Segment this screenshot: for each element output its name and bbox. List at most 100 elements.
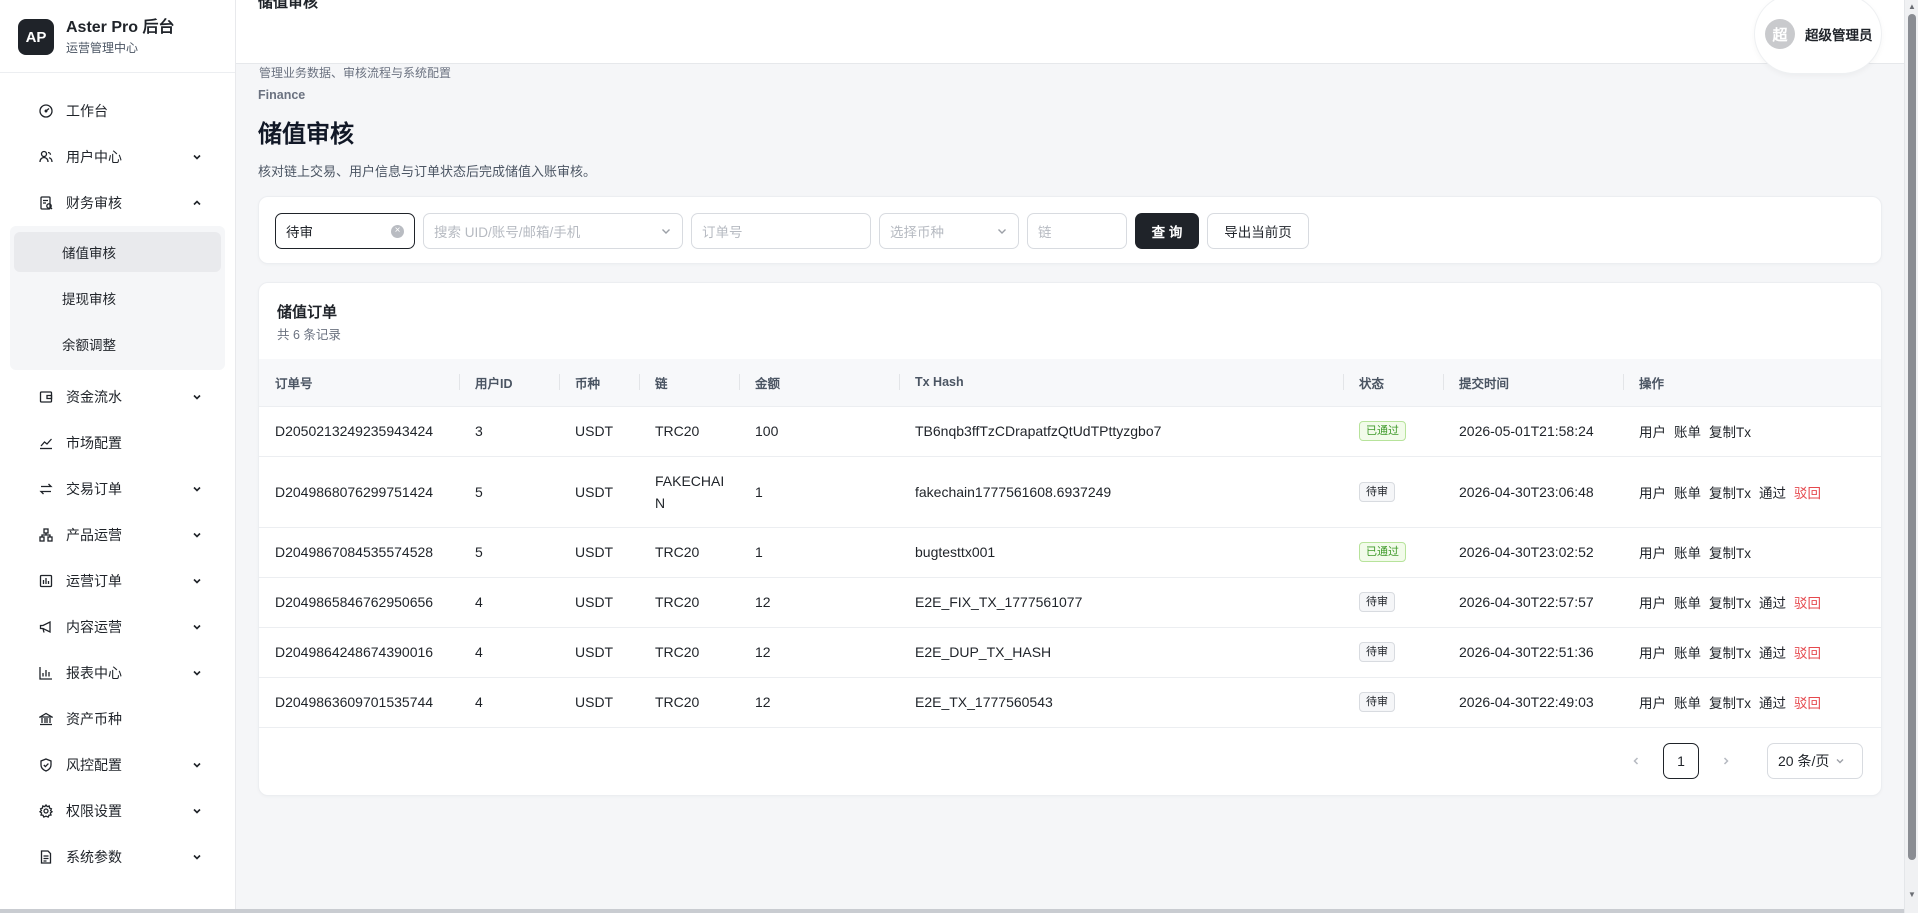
- scroll-up-icon[interactable]: ▲: [1908, 2, 1916, 11]
- action-copy-tx-link[interactable]: 复制Tx: [1709, 425, 1751, 440]
- action-copy-tx-link[interactable]: 复制Tx: [1709, 596, 1751, 611]
- brand[interactable]: AP Aster Pro 后台 运营管理中心: [18, 18, 174, 56]
- action-bill-link[interactable]: 账单: [1674, 546, 1701, 561]
- cell-chain: TRC20: [639, 406, 739, 457]
- cell-amount: 12: [739, 677, 899, 728]
- status-badge: 已通过: [1359, 542, 1406, 562]
- prev-page-icon[interactable]: [1623, 748, 1649, 774]
- sidebar-item-dashboard[interactable]: 工作台: [10, 88, 225, 134]
- action-user-link[interactable]: 用户: [1639, 425, 1666, 440]
- coin-select[interactable]: 选择币种: [879, 213, 1019, 249]
- order-icon: [38, 573, 54, 589]
- action-user-link[interactable]: 用户: [1639, 485, 1666, 501]
- cell-status: 已通过: [1343, 406, 1443, 457]
- action-approve-link[interactable]: 通过: [1759, 696, 1786, 711]
- order-no-placeholder: 订单号: [702, 225, 743, 240]
- sidebar-item-ops-orders[interactable]: 运营订单: [10, 558, 225, 604]
- cell-actions: 用户 账单 复制Tx 通过 驳回: [1623, 577, 1881, 628]
- sidebar-item-label: 财务审核: [66, 195, 122, 211]
- sidebar-item-risk-config[interactable]: 风控配置: [10, 742, 225, 788]
- deposit-table-card: 储值订单 共 6 条记录 订单号 用户ID 币种 链 金额 Tx Hash 状态…: [258, 282, 1882, 796]
- order-no-input[interactable]: 订单号: [691, 213, 871, 249]
- action-reject-link[interactable]: 驳回: [1794, 646, 1821, 661]
- action-approve-link[interactable]: 通过: [1759, 485, 1786, 501]
- sidebar-item-asset-currency[interactable]: 资产币种: [10, 696, 225, 742]
- page-size-select[interactable]: 20 条/页: [1767, 743, 1863, 779]
- action-user-link[interactable]: 用户: [1639, 646, 1666, 661]
- horizontal-scrollbar[interactable]: [0, 909, 1904, 913]
- action-copy-tx-link[interactable]: 复制Tx: [1709, 546, 1751, 561]
- page-number-button[interactable]: 1: [1663, 743, 1699, 779]
- sidebar-item-label: 内容运营: [66, 619, 122, 635]
- vertical-scrollbar[interactable]: ▲ ▼: [1904, 0, 1918, 913]
- user-search-select[interactable]: 搜索 UID/账号/邮箱/手机: [423, 213, 683, 249]
- cell-order-no: D2049868076299751424: [259, 456, 459, 528]
- cell-uid: 4: [459, 577, 559, 628]
- brand-name: Aster Pro 后台: [66, 19, 175, 36]
- cell-coin: USDT: [559, 456, 639, 528]
- column-header: Tx Hash: [899, 359, 1343, 407]
- action-bill-link[interactable]: 账单: [1674, 696, 1701, 711]
- action-user-link[interactable]: 用户: [1639, 696, 1666, 711]
- user-menu[interactable]: 超 超级管理员: [1754, 0, 1882, 74]
- action-user-link[interactable]: 用户: [1639, 596, 1666, 611]
- next-page-icon[interactable]: [1713, 748, 1739, 774]
- action-copy-tx-link[interactable]: 复制Tx: [1709, 696, 1751, 711]
- sidebar-subitem-withdraw-audit[interactable]: 提现审核: [62, 292, 116, 307]
- chevron-down-icon: [996, 225, 1008, 237]
- sidebar-item-product-ops[interactable]: 产品运营: [10, 512, 225, 558]
- action-bill-link[interactable]: 账单: [1674, 646, 1701, 661]
- sidebar-item-users[interactable]: 用户中心: [10, 134, 225, 180]
- action-reject-link[interactable]: 驳回: [1794, 485, 1821, 501]
- shield-icon: [38, 757, 54, 773]
- table-row: D2049863609701535744 4 USDT TRC20 12 E2E…: [259, 677, 1881, 728]
- action-copy-tx-link[interactable]: 复制Tx: [1709, 646, 1751, 661]
- cell-amount: 12: [739, 627, 899, 678]
- brand-subtitle: 运营管理中心: [66, 41, 139, 55]
- action-reject-link[interactable]: 驳回: [1794, 596, 1821, 611]
- sidebar-item-reports[interactable]: 报表中心: [10, 650, 225, 696]
- sidebar-item-permissions[interactable]: 权限设置: [10, 788, 225, 834]
- cell-uid: 5: [459, 527, 559, 578]
- bar-chart-icon: [38, 665, 54, 681]
- cell-status: 待审: [1343, 677, 1443, 728]
- sidebar-subitem-deposit-audit[interactable]: 储值审核: [14, 232, 221, 272]
- action-reject-link[interactable]: 驳回: [1794, 696, 1821, 711]
- sidebar-item-label: 工作台: [66, 103, 108, 119]
- cell-order-no: D2049864248674390016: [259, 627, 459, 678]
- sidebar-item-fund-flow[interactable]: 资金流水: [10, 374, 225, 420]
- action-bill-link[interactable]: 账单: [1674, 425, 1701, 440]
- chevron-down-icon: [660, 225, 672, 237]
- topbar: 储值审核 超 超级管理员: [236, 0, 1918, 74]
- action-bill-link[interactable]: 账单: [1674, 485, 1701, 501]
- scroll-down-icon[interactable]: ▼: [1908, 890, 1916, 899]
- bank-icon: [38, 711, 54, 727]
- scrollbar-thumb[interactable]: [1908, 14, 1916, 860]
- sidebar-subitem-balance-adjust[interactable]: 余额调整: [62, 338, 116, 353]
- sidebar-item-content-ops[interactable]: 内容运营: [10, 604, 225, 650]
- chain-input[interactable]: 链: [1027, 213, 1127, 249]
- cell-chain: FAKECHAIN: [639, 456, 739, 528]
- status-select[interactable]: 待审 ×: [275, 213, 415, 249]
- query-button[interactable]: 查 询: [1135, 213, 1199, 249]
- status-badge: 待审: [1359, 642, 1395, 662]
- chevron-down-icon: [191, 667, 203, 679]
- sidebar-item-label: 运营订单: [66, 573, 122, 589]
- action-bill-link[interactable]: 账单: [1674, 596, 1701, 611]
- sidebar-item-system-params[interactable]: 系统参数: [10, 834, 225, 880]
- sidebar-item-label: 市场配置: [66, 435, 122, 451]
- page-size-value: 20 条/页: [1778, 753, 1830, 769]
- action-approve-link[interactable]: 通过: [1759, 646, 1786, 661]
- export-page-button[interactable]: 导出当前页: [1207, 213, 1309, 249]
- action-copy-tx-link[interactable]: 复制Tx: [1709, 485, 1751, 501]
- cell-time: 2026-04-30T23:02:52: [1443, 527, 1623, 578]
- action-user-link[interactable]: 用户: [1639, 546, 1666, 561]
- cell-uid: 4: [459, 627, 559, 678]
- cell-time: 2026-04-30T23:06:48: [1443, 456, 1623, 528]
- action-approve-link[interactable]: 通过: [1759, 596, 1786, 611]
- sidebar-item-finance-audit[interactable]: 财务审核: [10, 180, 225, 226]
- clear-icon[interactable]: ×: [391, 224, 404, 238]
- sidebar-item-market-config[interactable]: 市场配置: [10, 420, 225, 466]
- audit-icon: [38, 195, 54, 211]
- sidebar-item-trade-orders[interactable]: 交易订单: [10, 466, 225, 512]
